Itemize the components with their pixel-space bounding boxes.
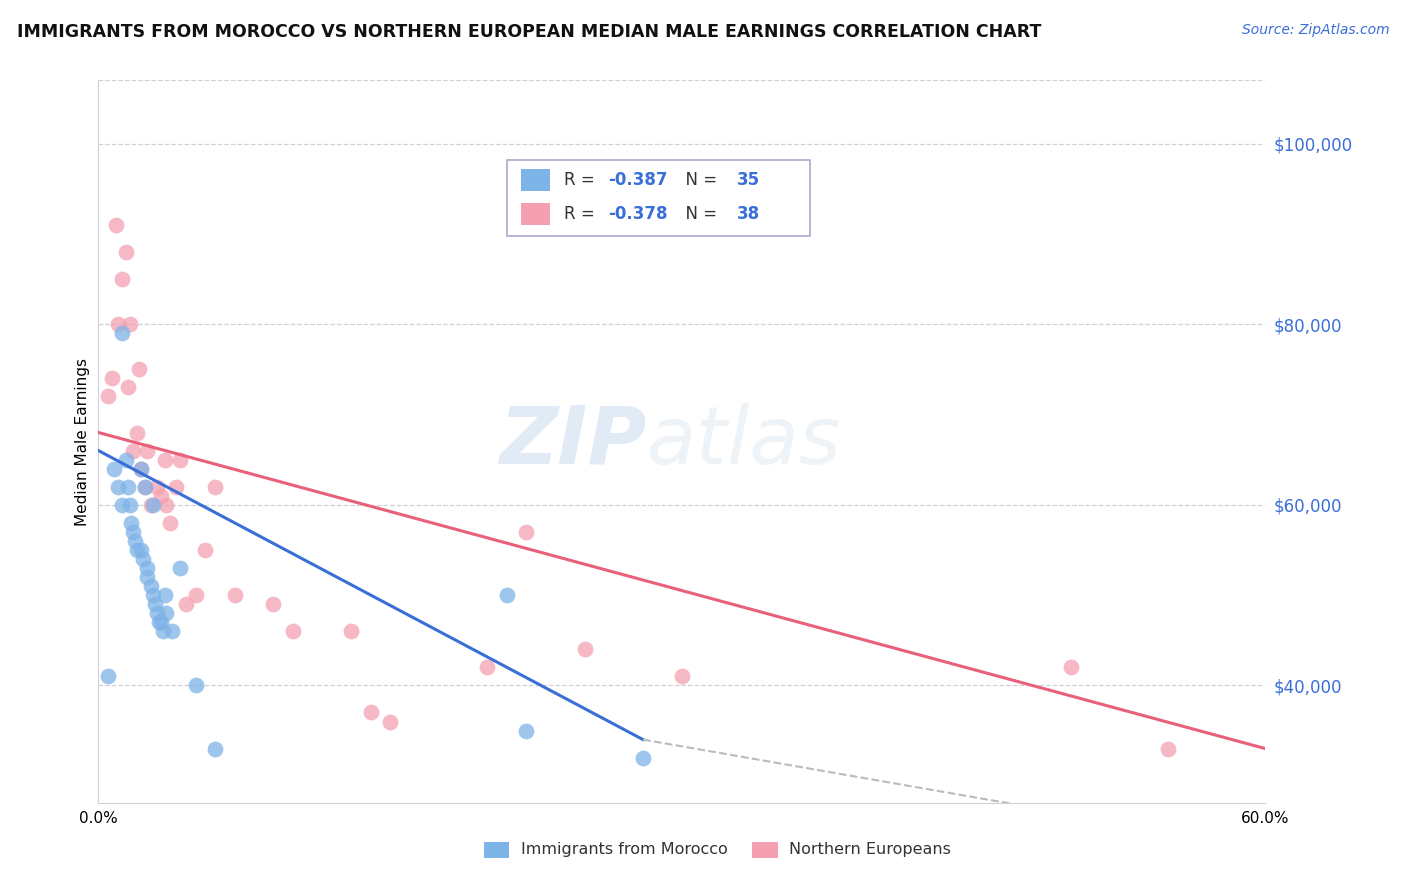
Point [477, 660, 499, 674]
Point [155, 498, 177, 512]
Point [107, 480, 129, 494]
Point [515, 524, 537, 539]
Point [496, 588, 519, 602]
Point [97, 389, 120, 403]
Point [159, 516, 181, 530]
Bar [484, 842, 509, 858]
Point [129, 542, 152, 557]
Text: 38: 38 [737, 205, 759, 223]
Point [122, 524, 145, 539]
Point [136, 443, 159, 458]
Bar [520, 203, 550, 225]
Text: IMMIGRANTS FROM MOROCCO VS NORTHERN EUROPEAN MEDIAN MALE EARNINGS CORRELATION CH: IMMIGRANTS FROM MOROCCO VS NORTHERN EURO… [17, 23, 1042, 41]
Point [360, 706, 382, 720]
Point [132, 552, 155, 566]
Point [340, 624, 363, 639]
Point [574, 642, 596, 657]
Point [515, 723, 537, 738]
Text: N =: N = [675, 205, 723, 223]
Point [146, 480, 169, 494]
Point [111, 272, 134, 286]
Point [101, 371, 124, 385]
Point [146, 606, 169, 620]
Point [671, 669, 693, 683]
Point [142, 498, 165, 512]
Point [111, 498, 134, 512]
Point [153, 588, 176, 602]
Text: 35: 35 [737, 171, 759, 189]
Point [107, 317, 129, 331]
Point [165, 480, 187, 494]
Point [149, 489, 172, 503]
Point [129, 461, 152, 475]
Point [380, 714, 402, 729]
Point [104, 218, 127, 232]
Text: R =: R = [564, 171, 600, 189]
Point [169, 452, 191, 467]
Point [148, 615, 170, 630]
Point [162, 624, 184, 639]
Text: ZIP: ZIP [499, 402, 647, 481]
Point [1157, 741, 1180, 756]
Point [169, 561, 191, 575]
Text: -0.378: -0.378 [609, 205, 668, 223]
Point [127, 542, 149, 557]
Point [111, 326, 134, 340]
Text: atlas: atlas [647, 402, 842, 481]
Text: -0.387: -0.387 [609, 171, 668, 189]
Point [114, 244, 136, 259]
Point [204, 741, 226, 756]
Point [194, 542, 217, 557]
Point [134, 480, 156, 494]
Text: N =: N = [675, 171, 723, 189]
Point [184, 678, 207, 692]
Point [136, 570, 159, 584]
Point [174, 597, 197, 611]
Point [155, 606, 177, 620]
Point [204, 480, 226, 494]
Text: Source: ZipAtlas.com: Source: ZipAtlas.com [1241, 23, 1389, 37]
Point [103, 461, 125, 475]
Point [153, 452, 176, 467]
Point [142, 588, 165, 602]
Point [124, 533, 146, 548]
Point [139, 579, 162, 593]
Point [118, 498, 141, 512]
Point [631, 750, 654, 764]
Point [114, 452, 136, 467]
Text: Northern Europeans: Northern Europeans [789, 842, 950, 857]
Point [129, 461, 152, 475]
Point [117, 380, 139, 394]
Y-axis label: Median Male Earnings: Median Male Earnings [75, 358, 90, 525]
Point [117, 480, 139, 494]
Point [143, 597, 166, 611]
FancyBboxPatch shape [508, 160, 810, 235]
Point [1060, 660, 1083, 674]
Point [128, 362, 150, 376]
Point [118, 317, 141, 331]
Point [281, 624, 304, 639]
Point [224, 588, 246, 602]
Point [139, 498, 162, 512]
Point [136, 561, 159, 575]
Bar [520, 169, 550, 191]
Bar [752, 842, 778, 858]
Point [262, 597, 284, 611]
Point [134, 480, 156, 494]
Text: Immigrants from Morocco: Immigrants from Morocco [520, 842, 728, 857]
Text: R =: R = [564, 205, 600, 223]
Point [149, 615, 172, 630]
Point [97, 669, 120, 683]
Point [122, 443, 145, 458]
Point [121, 516, 143, 530]
Point [184, 588, 207, 602]
Point [152, 624, 174, 639]
Point [127, 425, 149, 440]
